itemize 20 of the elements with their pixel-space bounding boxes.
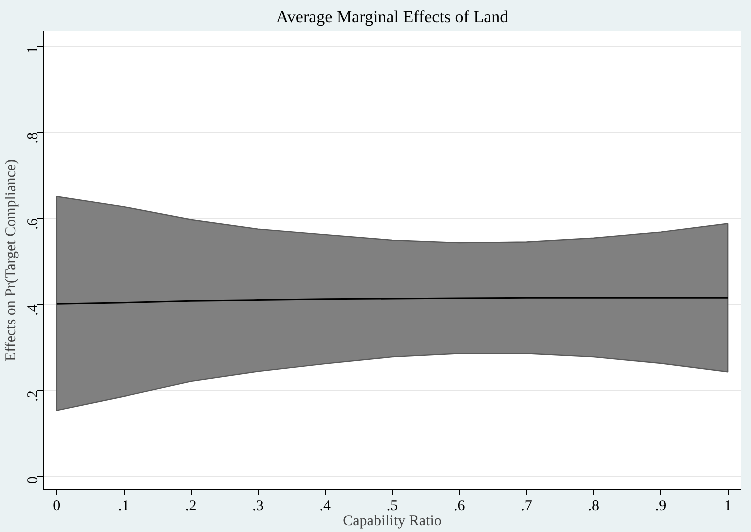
x-axis-title: Capability Ratio xyxy=(343,514,442,530)
x-tick-label: .2 xyxy=(186,498,197,514)
chart-title: Average Marginal Effects of Land xyxy=(276,8,510,26)
x-tick-label: .9 xyxy=(655,498,667,514)
x-tick-label: .1 xyxy=(118,498,130,514)
y-tick-label: .8 xyxy=(26,132,42,144)
y-tick-label: 1 xyxy=(26,46,42,54)
y-axis-title: Effects on Pr(Target Compliance) xyxy=(4,159,20,362)
x-tick-label: .7 xyxy=(521,498,533,514)
x-tick-label: .4 xyxy=(320,498,332,514)
x-tick-label: .8 xyxy=(588,498,600,514)
x-tick-label: 0 xyxy=(53,498,61,514)
x-tick-label: .5 xyxy=(386,498,398,514)
y-tick-label: 0 xyxy=(26,476,42,484)
y-tick-label: .6 xyxy=(26,218,42,230)
x-tick-label: .6 xyxy=(454,498,466,514)
y-tick-label: .2 xyxy=(26,390,42,402)
y-tick-label: .4 xyxy=(26,304,42,316)
x-tick-label: .3 xyxy=(252,498,264,514)
x-tick-label: 1 xyxy=(724,498,732,514)
